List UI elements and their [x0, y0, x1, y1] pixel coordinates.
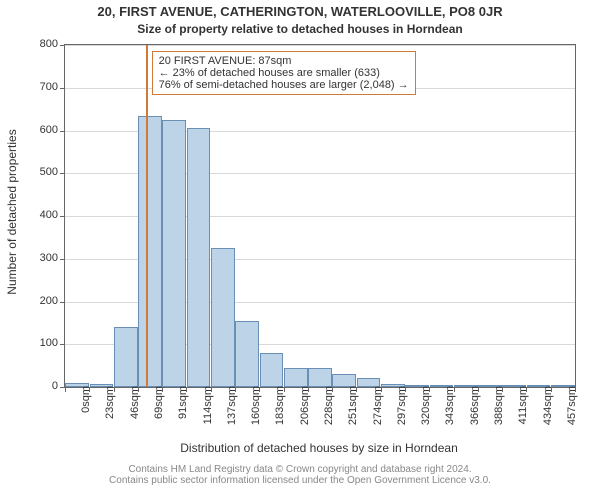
- ytick-label: 0: [18, 380, 58, 392]
- ytick-label: 500: [18, 166, 58, 178]
- xtick-label: 183sqm: [274, 386, 286, 436]
- bar: [211, 248, 235, 387]
- xtick-label: 46sqm: [129, 386, 141, 436]
- ytick-mark: [60, 88, 65, 89]
- xtick-label: 114sqm: [202, 386, 214, 436]
- xtick-label: 251sqm: [347, 386, 359, 436]
- ytick-label: 700: [18, 81, 58, 93]
- xtick-label: 206sqm: [299, 386, 311, 436]
- bar: [114, 327, 138, 387]
- chart-title-line1: 20, FIRST AVENUE, CATHERINGTON, WATERLOO…: [0, 4, 600, 19]
- ytick-mark: [60, 45, 65, 46]
- xtick-label: 274sqm: [372, 386, 384, 436]
- bar: [162, 120, 186, 387]
- xtick-label: 366sqm: [469, 386, 481, 436]
- xtick-label: 297sqm: [396, 386, 408, 436]
- xtick-label: 91sqm: [177, 386, 189, 436]
- ytick-label: 600: [18, 124, 58, 136]
- footer-line1: Contains HM Land Registry data © Crown c…: [0, 464, 600, 475]
- xtick-label: 228sqm: [323, 386, 335, 436]
- bar: [308, 368, 332, 387]
- xtick-label: 388sqm: [493, 386, 505, 436]
- ytick-mark: [60, 131, 65, 132]
- ytick-label: 300: [18, 252, 58, 264]
- ytick-label: 200: [18, 295, 58, 307]
- ytick-label: 400: [18, 209, 58, 221]
- ytick-mark: [60, 344, 65, 345]
- chart-title-line2: Size of property relative to detached ho…: [0, 22, 600, 36]
- bar: [138, 116, 162, 387]
- marker-line: [146, 45, 148, 387]
- ytick-mark: [60, 302, 65, 303]
- xtick-label: 137sqm: [226, 386, 238, 436]
- y-axis-label: Number of detached properties: [5, 112, 19, 312]
- bar: [284, 368, 308, 387]
- xtick-label: 0sqm: [80, 386, 92, 436]
- xtick-label: 23sqm: [104, 386, 116, 436]
- ytick-label: 800: [18, 38, 58, 50]
- annotation-box: 20 FIRST AVENUE: 87sqm← 23% of detached …: [152, 51, 416, 95]
- xtick-label: 320sqm: [420, 386, 432, 436]
- xtick-mark: [65, 387, 66, 392]
- plot-area: 20 FIRST AVENUE: 87sqm← 23% of detached …: [64, 44, 576, 388]
- bar: [187, 128, 211, 387]
- xtick-label: 457sqm: [566, 386, 578, 436]
- ytick-mark: [60, 173, 65, 174]
- ytick-mark: [60, 216, 65, 217]
- gridline: [65, 45, 575, 46]
- x-axis-label: Distribution of detached houses by size …: [64, 441, 574, 455]
- xtick-label: 160sqm: [250, 386, 262, 436]
- chart-container: 20, FIRST AVENUE, CATHERINGTON, WATERLOO…: [0, 0, 600, 500]
- annotation-line: ← 23% of detached houses are smaller (63…: [159, 67, 409, 79]
- footer-attribution: Contains HM Land Registry data © Crown c…: [0, 464, 600, 486]
- bar: [260, 353, 284, 387]
- annotation-line: 20 FIRST AVENUE: 87sqm: [159, 55, 409, 67]
- ytick-mark: [60, 259, 65, 260]
- xtick-label: 411sqm: [517, 386, 529, 436]
- xtick-label: 343sqm: [444, 386, 456, 436]
- footer-line2: Contains public sector information licen…: [0, 475, 600, 486]
- annotation-line: 76% of semi-detached houses are larger (…: [159, 79, 409, 91]
- bar: [235, 321, 259, 387]
- xtick-label: 434sqm: [542, 386, 554, 436]
- ytick-label: 100: [18, 337, 58, 349]
- xtick-label: 69sqm: [153, 386, 165, 436]
